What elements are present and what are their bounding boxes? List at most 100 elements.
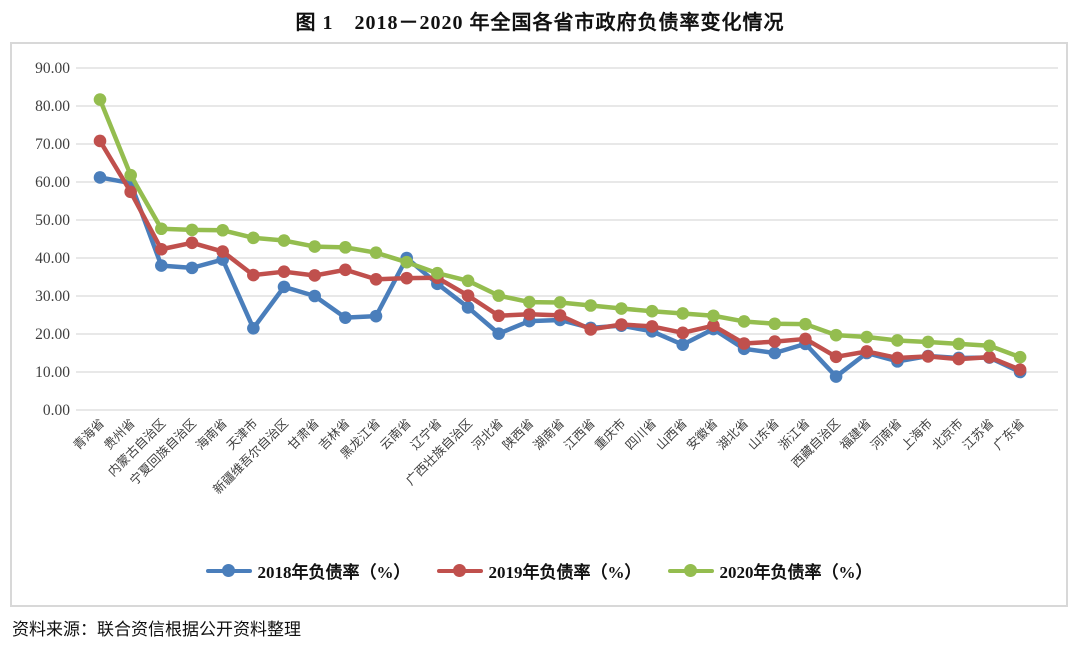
data-point xyxy=(339,241,352,254)
x-tick-label: 青海省 xyxy=(70,416,107,453)
data-point xyxy=(891,334,904,347)
data-point xyxy=(339,263,352,277)
data-point xyxy=(93,134,107,148)
data-point xyxy=(277,265,291,278)
legend-label: 2020年负债率（%） xyxy=(719,563,873,582)
data-point xyxy=(737,337,751,350)
data-point xyxy=(799,332,812,346)
y-tick-label: 90.00 xyxy=(35,60,70,77)
y-tick-label: 10.00 xyxy=(35,364,70,381)
data-point xyxy=(216,245,229,258)
y-tick-label: 70.00 xyxy=(35,136,70,153)
legend-item: 2020年负债率（%） xyxy=(667,558,873,583)
x-tick-label: 山东省 xyxy=(745,416,781,452)
data-point xyxy=(339,311,352,324)
data-point xyxy=(369,272,383,286)
data-point xyxy=(492,289,506,302)
legend-line-marker-icon xyxy=(436,564,483,577)
data-point xyxy=(277,234,291,247)
y-tick-label: 40.00 xyxy=(35,250,70,267)
x-tick-label: 甘肃省 xyxy=(285,416,321,452)
chart-title: 图 1 2018－2020 年全国各省市政府负债率变化情况 xyxy=(295,12,785,34)
data-point xyxy=(461,301,475,314)
data-point xyxy=(768,317,782,331)
data-point xyxy=(983,339,996,353)
legend-label: 2019年负债率（%） xyxy=(488,563,642,582)
y-tick-label: 30.00 xyxy=(35,288,70,305)
data-point xyxy=(185,223,199,237)
x-tick-label: 广东省 xyxy=(991,416,1027,452)
data-point xyxy=(308,289,321,303)
x-tick-label: 安徽省 xyxy=(683,416,720,453)
data-point xyxy=(523,295,536,309)
x-tick-label: 江西省 xyxy=(561,416,597,452)
data-point xyxy=(308,240,321,253)
data-point xyxy=(431,266,444,280)
data-point xyxy=(155,259,168,272)
y-tick-label: 60.00 xyxy=(35,174,70,191)
data-point xyxy=(492,327,506,340)
data-point xyxy=(185,236,199,250)
data-point xyxy=(216,223,229,237)
data-point xyxy=(983,350,996,364)
legend-item: 2018年负债率（%） xyxy=(205,558,411,583)
data-point xyxy=(400,271,414,285)
data-point xyxy=(155,242,168,256)
x-tick-label: 山西省 xyxy=(653,416,689,452)
data-point xyxy=(584,299,598,312)
data-point xyxy=(247,231,260,245)
y-tick-label: 50.00 xyxy=(35,212,70,229)
x-tick-label: 河北省 xyxy=(469,416,505,452)
y-tick-label: 0.00 xyxy=(43,402,70,419)
x-tick-label: 湖南省 xyxy=(530,416,567,453)
data-point xyxy=(277,280,291,294)
data-point xyxy=(369,309,383,323)
data-point xyxy=(768,335,782,348)
data-point xyxy=(707,309,720,323)
series-line xyxy=(97,138,1023,372)
legend-item: 2019年负债率（%） xyxy=(436,558,642,583)
x-tick-label: 北京市 xyxy=(929,416,966,453)
data-point xyxy=(93,93,107,106)
data-point xyxy=(799,317,812,331)
data-point xyxy=(891,351,904,365)
x-tick-label: 江苏省 xyxy=(959,416,996,453)
data-point xyxy=(860,345,874,358)
data-point xyxy=(676,338,690,351)
legend-line-marker-icon xyxy=(667,564,714,577)
data-point xyxy=(829,328,843,342)
y-tick-label: 20.00 xyxy=(35,326,70,343)
data-point xyxy=(400,255,414,269)
x-tick-label: 上海市 xyxy=(898,416,935,453)
x-tick-label: 河南省 xyxy=(867,416,904,453)
legend-label: 2018年负债率（%） xyxy=(257,563,411,582)
data-point xyxy=(308,269,321,282)
data-point xyxy=(615,302,628,315)
x-tick-label: 海南省 xyxy=(193,416,230,453)
data-point xyxy=(523,307,536,321)
data-point xyxy=(615,318,628,331)
data-point xyxy=(676,307,690,320)
data-point xyxy=(676,326,690,340)
data-point xyxy=(185,261,199,275)
data-point xyxy=(155,222,168,236)
data-point xyxy=(247,322,260,335)
data-point xyxy=(492,309,506,323)
data-point xyxy=(645,320,659,333)
source-note: 资料来源：联合资信根据公开资料整理 xyxy=(12,620,301,639)
y-tick-label: 80.00 xyxy=(35,98,70,115)
x-tick-label: 湖北省 xyxy=(714,416,751,453)
data-point xyxy=(369,246,383,259)
data-point xyxy=(707,319,720,332)
x-tick-label: 陕西省 xyxy=(499,416,536,453)
data-point xyxy=(553,309,567,322)
data-point xyxy=(737,315,751,328)
data-point xyxy=(829,370,843,383)
data-point xyxy=(584,323,598,336)
x-tick-label: 云南省 xyxy=(377,416,414,453)
data-point xyxy=(952,337,966,351)
data-point xyxy=(93,171,107,184)
data-point xyxy=(247,268,260,282)
data-point xyxy=(461,289,475,302)
